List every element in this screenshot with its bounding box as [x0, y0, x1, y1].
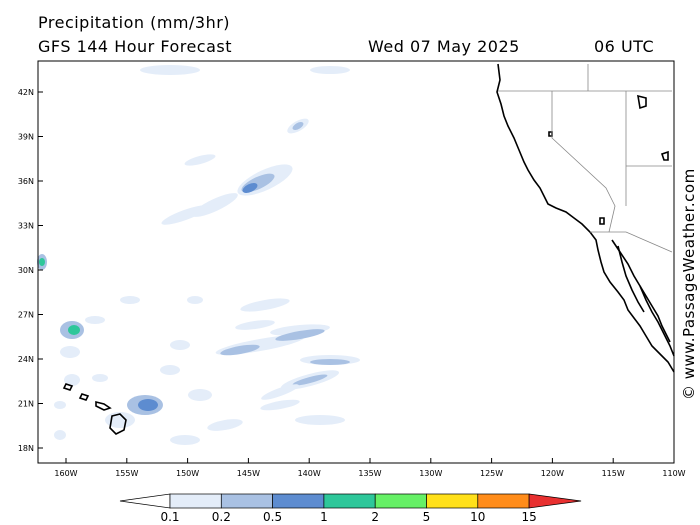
legend-swatch	[477, 493, 530, 509]
lon-label: 150W	[176, 469, 199, 478]
precip-area	[39, 258, 45, 266]
us-mexico-coastline	[496, 63, 675, 373]
legend-swatch	[323, 493, 376, 509]
precip-area	[310, 359, 350, 365]
forecast-label: GFS 144 Hour Forecast	[38, 37, 233, 56]
lon-label: 130W	[419, 469, 442, 478]
lat-label: 42N	[18, 88, 34, 97]
legend-tick-label: 5	[423, 510, 431, 524]
precip-area	[260, 399, 300, 411]
legend-tick-label: 0.2	[212, 510, 231, 524]
forecast-date: Wed 07 May 2025	[368, 37, 520, 56]
hawaii-big-island	[109, 413, 127, 435]
coastline-layer	[62, 63, 675, 435]
precip-area	[170, 340, 190, 350]
lat-label: 21N	[18, 400, 34, 409]
lon-label: 160W	[54, 469, 77, 478]
precip-area	[64, 374, 80, 386]
legend-swatch	[426, 493, 479, 509]
lat-label: 30N	[18, 266, 34, 275]
precip-area	[85, 316, 105, 324]
precip-area	[120, 296, 140, 304]
legend-tick-label: 0.5	[263, 510, 282, 524]
hawaii-maui	[95, 400, 112, 411]
baja-inner-coastline	[617, 245, 645, 313]
precip-area	[188, 389, 212, 401]
lake-in-arizona	[660, 150, 669, 161]
precip-area	[187, 296, 203, 304]
map-title: Precipitation (mm/3hr)	[38, 13, 231, 32]
longitude-labels: 160W 155W 150W 145W 140W 135W 130W 125W 120W 115W…	[54, 458, 686, 478]
lat-label: 33N	[18, 222, 34, 231]
legend-tick-label: 0.1	[160, 510, 179, 524]
precip-area	[92, 374, 108, 382]
lon-label: 155W	[115, 469, 138, 478]
precip-area	[220, 344, 260, 356]
precip-area	[240, 298, 290, 312]
precip-area	[160, 365, 180, 375]
precip-area	[242, 183, 258, 193]
lat-label: 39N	[18, 133, 34, 142]
legend-right-arrow	[528, 493, 582, 509]
precip-area	[292, 122, 304, 130]
map-frame	[37, 60, 675, 464]
lon-label: 125W	[480, 469, 503, 478]
hawaii-oahu	[78, 393, 90, 401]
watermark: © www.PassageWeather.com	[680, 168, 698, 400]
lat-label: 24N	[18, 355, 34, 364]
precip-area	[54, 430, 66, 440]
precip-area	[60, 346, 80, 358]
gulf-of-california-coastline	[611, 239, 671, 343]
precip-area	[68, 325, 80, 335]
precip-area	[235, 320, 275, 330]
lon-label: 115W	[602, 469, 625, 478]
legend-tick-label: 1	[320, 510, 328, 524]
precipitation-layer	[37, 65, 360, 445]
precip-area	[261, 384, 299, 400]
salton-sea	[599, 217, 605, 225]
lat-label: 36N	[18, 177, 34, 186]
precip-area	[54, 401, 66, 409]
precip-area	[170, 435, 200, 445]
forecast-time: 06 UTC	[594, 37, 655, 56]
mexico-mainland-coastline	[639, 285, 675, 357]
legend-tick-label: 10	[470, 510, 485, 524]
lat-label: 18N	[18, 444, 34, 453]
lat-label: 27N	[18, 311, 34, 320]
legend-swatch	[272, 493, 325, 509]
lon-label: 140W	[298, 469, 321, 478]
legend-swatch	[169, 493, 222, 509]
legend-swatch	[374, 493, 427, 509]
precip-area	[192, 193, 238, 217]
lon-label: 145W	[237, 469, 260, 478]
legend-tick-label: 15	[521, 510, 536, 524]
precip-area	[275, 329, 325, 341]
state-borders	[498, 64, 673, 253]
hawaii-kauai	[62, 383, 74, 391]
precip-area	[140, 65, 200, 75]
precip-area	[295, 415, 345, 425]
lon-label: 110W	[662, 469, 685, 478]
precip-area	[292, 374, 328, 386]
precip-area	[161, 205, 209, 225]
precip-area	[310, 66, 350, 74]
lon-label: 135W	[358, 469, 381, 478]
latitude-labels: 42N 39N 36N 33N 30N 27N 24N 21N 18N	[18, 88, 43, 453]
legend-tick-label: 2	[371, 510, 379, 524]
precip-area	[138, 399, 158, 411]
precipitation-legend: 0.1 0.2 0.5 1 2 5 10 15	[119, 493, 582, 524]
legend-swatch	[220, 493, 273, 509]
legend-left-arrow	[119, 493, 171, 509]
lake-tahoe	[548, 131, 553, 137]
precip-area	[184, 154, 216, 166]
precip-area	[207, 419, 243, 431]
lon-label: 120W	[541, 469, 564, 478]
great-salt-lake	[637, 94, 647, 110]
